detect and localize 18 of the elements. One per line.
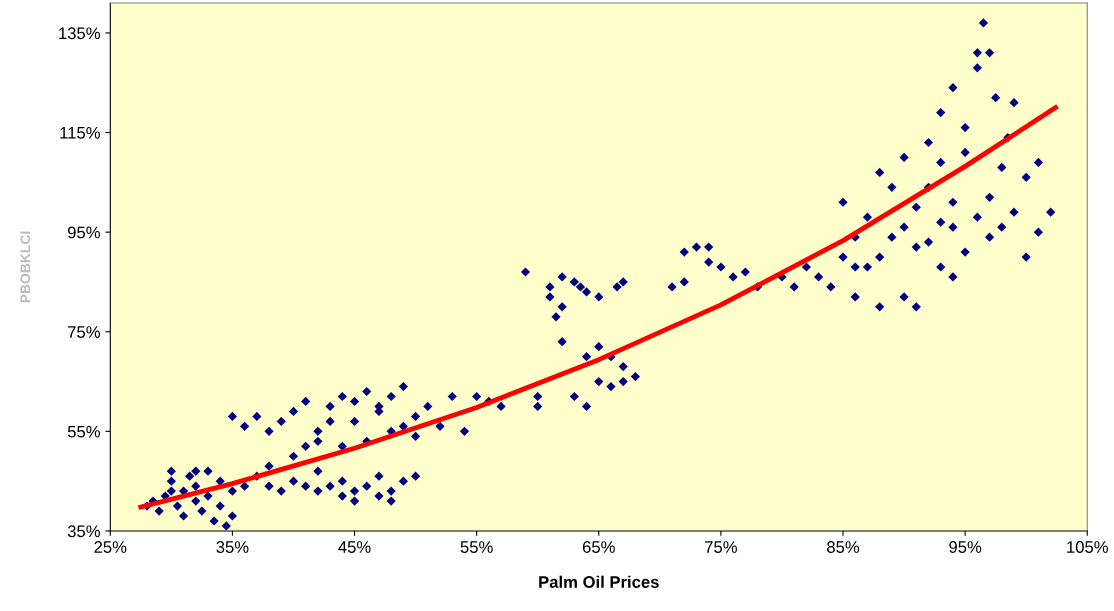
y-tick-label: 35%: [67, 525, 100, 538]
y-axis-title: PBOBKLCI: [20, 231, 31, 303]
x-tick-label: 65%: [582, 541, 615, 553]
y-tick-label: 95%: [67, 226, 100, 239]
x-tick-label: 45%: [338, 541, 371, 553]
x-tick-label: 85%: [827, 541, 860, 553]
x-tick-label: 35%: [216, 541, 249, 553]
y-tick-label: 135%: [59, 27, 100, 40]
y-tick-label: 75%: [68, 326, 100, 338]
x-tick-label: 25%: [94, 541, 127, 553]
x-tick-label: 95%: [949, 541, 982, 553]
x-axis-title: Palm Oil Prices: [539, 575, 659, 588]
x-tick-label: 75%: [705, 541, 737, 553]
x-tick-label: 105%: [1067, 541, 1108, 553]
y-tick-label: 55%: [67, 425, 100, 438]
line-series: [138, 105, 1058, 510]
y-tick-label: 115%: [60, 127, 100, 139]
x-tick-label: 55%: [460, 541, 493, 553]
